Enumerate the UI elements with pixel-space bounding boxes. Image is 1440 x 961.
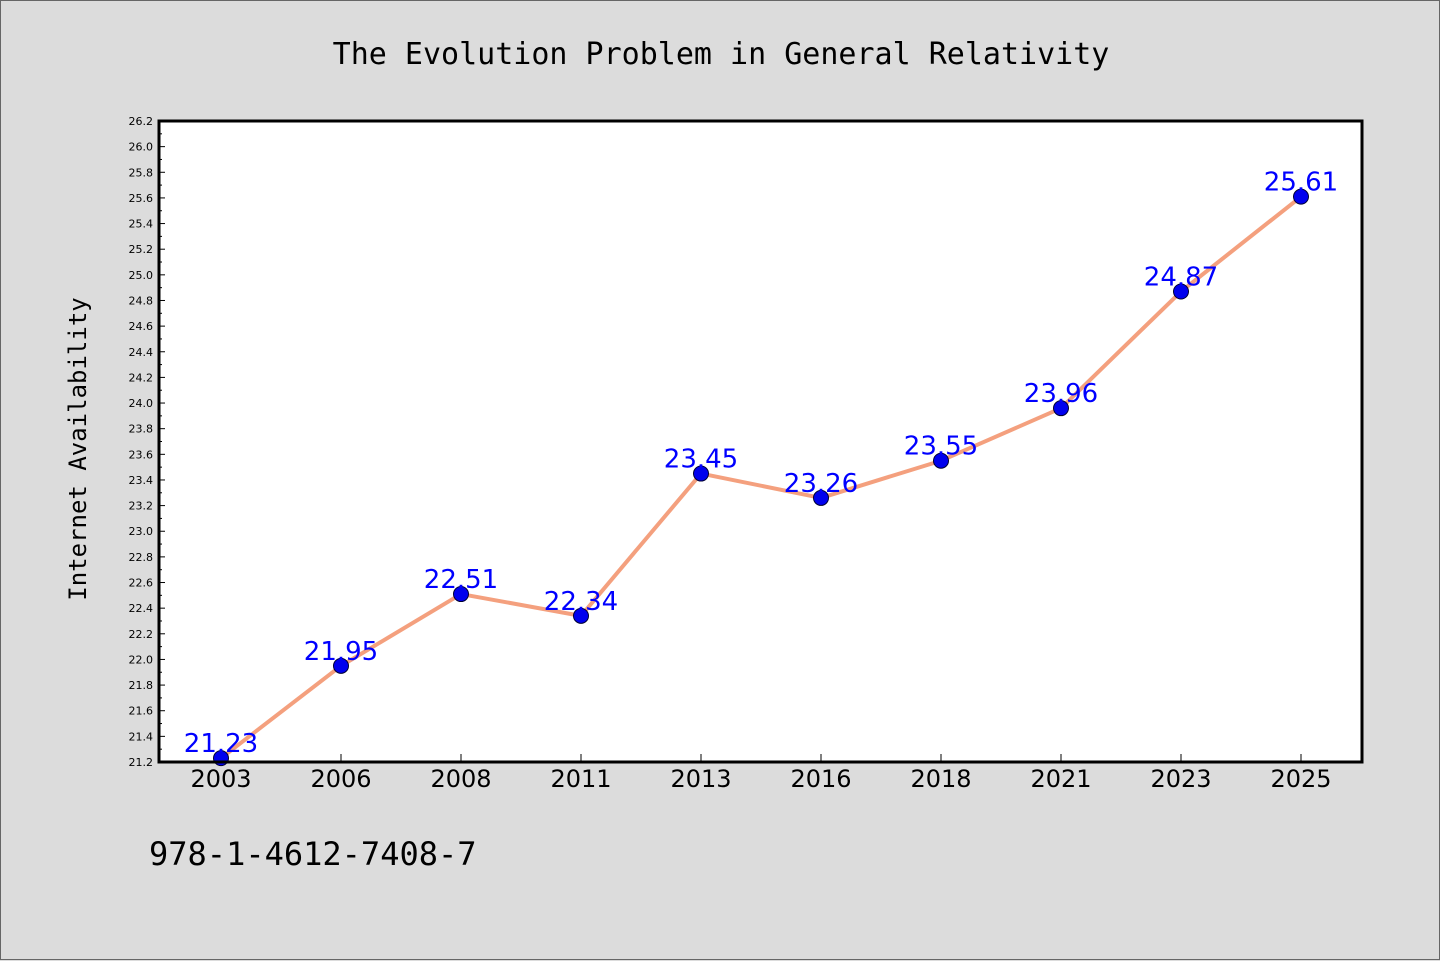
y-tick-label: 26.2 [129, 115, 154, 128]
x-tick-label: 2013 [670, 765, 731, 793]
data-point [453, 586, 469, 603]
y-tick-label: 23.2 [129, 500, 154, 513]
data-label: 23.55 [904, 432, 978, 462]
plot-border [157, 119, 1364, 764]
y-tick-label: 22.4 [129, 602, 154, 615]
data-point [333, 657, 349, 674]
x-axis: 2003 2006 2008 2011 2013 2016 2018 2021 2023 2025 [190, 754, 1332, 793]
y-tick-label: 22.2 [129, 628, 154, 641]
y-tick-label: 23.8 [129, 423, 154, 436]
y-tick-label: 25.2 [129, 243, 154, 256]
y-tick-label: 24.2 [129, 371, 154, 384]
data-point [933, 452, 949, 469]
data-label: 21.23 [184, 729, 258, 759]
x-tick-label: 2016 [790, 765, 851, 793]
y-tick-label: 24.0 [129, 397, 154, 410]
y-tick-label: 24.6 [129, 320, 154, 333]
x-tick-label: 2025 [1270, 765, 1331, 793]
data-point [1053, 400, 1069, 417]
y-tick-label: 24.4 [129, 346, 154, 359]
y-tick-label: 22.8 [129, 551, 154, 564]
y-tick-label: 26.0 [129, 141, 154, 154]
data-labels: 21.23 21.95 22.51 22.34 23.45 23.26 23.55 23.96… [184, 168, 1338, 760]
data-point [813, 489, 829, 506]
data-label: 22.51 [424, 565, 498, 595]
data-label: 23.45 [664, 445, 738, 475]
series-line-group [219, 195, 1303, 760]
y-tick-label: 24.8 [129, 294, 154, 307]
data-point [1173, 283, 1189, 300]
y-tick-label: 21.2 [129, 756, 154, 769]
data-label: 23.96 [1024, 379, 1098, 409]
data-label: 24.87 [1144, 263, 1218, 293]
x-tick-label: 2021 [1030, 765, 1091, 793]
x-tick-label: 2023 [1150, 765, 1211, 793]
data-point [1293, 188, 1309, 205]
y-tick-label: 25.8 [129, 166, 154, 179]
data-point [693, 465, 709, 482]
y-axis: 21.2 21.4 21.6 21.8 22.0 22.2 22.4 22.6 22.8 23.0… [129, 115, 165, 769]
data-label: 23.26 [784, 469, 858, 499]
data-label: 22.34 [544, 587, 618, 617]
y-tick-label: 25.4 [129, 218, 154, 231]
y-tick-label: 23.6 [129, 448, 154, 461]
x-tick-label: 2003 [190, 765, 251, 793]
y-tick-label: 21.6 [129, 705, 154, 718]
x-tick-label: 2011 [550, 765, 611, 793]
y-tick-label: 23.4 [129, 474, 154, 487]
data-label: 25.61 [1264, 168, 1338, 198]
data-markers [213, 188, 1309, 767]
y-tick-label: 25.6 [129, 192, 154, 205]
x-tick-label: 2006 [310, 765, 371, 793]
x-tick-label: 2018 [910, 765, 971, 793]
isbn-text: 978-1-4612-7408-7 [149, 835, 477, 873]
y-tick-label: 22.0 [129, 653, 154, 666]
chart-title: The Evolution Problem in General Relativ… [333, 37, 1110, 72]
data-label: 21.95 [304, 637, 378, 667]
series-line [219, 195, 1303, 760]
y-axis-label: Internet Availability [64, 297, 92, 600]
y-tick-label: 25.0 [129, 269, 154, 282]
data-point [573, 607, 589, 624]
y-tick-label: 21.4 [129, 730, 154, 743]
y-tick-label: 22.6 [129, 577, 154, 590]
y-tick-label: 21.8 [129, 679, 154, 692]
x-tick-label: 2008 [430, 765, 491, 793]
y-tick-label: 23.0 [129, 525, 154, 538]
